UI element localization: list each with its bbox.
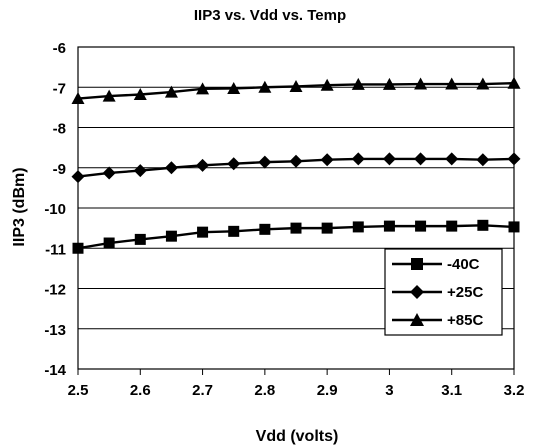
legend-marker xyxy=(411,258,423,270)
y-tick-label: -10 xyxy=(44,201,66,218)
data-point xyxy=(196,158,210,172)
data-point xyxy=(289,79,303,92)
data-point xyxy=(507,76,521,89)
y-tick-label: -9 xyxy=(53,161,66,178)
data-point xyxy=(259,223,271,235)
data-point xyxy=(383,220,395,232)
data-point xyxy=(352,221,364,233)
data-point xyxy=(227,157,241,171)
data-point xyxy=(320,78,334,91)
data-point xyxy=(164,161,178,175)
data-point xyxy=(446,220,458,232)
data-point xyxy=(164,85,178,98)
y-tick-label: -11 xyxy=(45,241,66,258)
data-point xyxy=(133,87,147,100)
y-tick-label: -12 xyxy=(44,282,66,299)
data-point xyxy=(351,77,365,90)
y-tick-label: -13 xyxy=(44,322,66,339)
data-point xyxy=(228,225,240,237)
data-point xyxy=(165,230,177,242)
data-point xyxy=(196,82,210,95)
data-point xyxy=(134,233,146,245)
plot-area: -6 -7 -8 -9 -10 -11 -12 -13 -142.5 2.6 2.7 2.8 2.9 3 3… xyxy=(44,40,524,399)
chart-title: IIP3 vs. Vdd vs. Temp xyxy=(194,7,346,24)
data-point xyxy=(382,152,396,166)
data-point xyxy=(290,222,302,234)
data-point xyxy=(133,164,147,178)
x-tick-label: 3 xyxy=(385,382,393,399)
data-point xyxy=(476,153,490,167)
y-tick-label: -14 xyxy=(44,362,66,379)
x-tick-label: 2.5 xyxy=(68,382,89,399)
data-point xyxy=(289,154,303,168)
legend-label: +85C xyxy=(447,312,483,329)
data-point xyxy=(321,222,333,234)
y-axis-label: IIP3 (dBm) xyxy=(11,167,28,246)
legend-label: -40C xyxy=(447,256,480,273)
data-point xyxy=(508,221,520,233)
data-point xyxy=(320,153,334,167)
data-point xyxy=(445,152,459,166)
data-point xyxy=(477,219,489,231)
data-point xyxy=(71,170,85,184)
data-point xyxy=(476,77,490,90)
plot-frame xyxy=(77,46,515,370)
x-axis-label: Vdd (volts) xyxy=(256,428,339,445)
legend-marker xyxy=(410,285,424,299)
x-tick-label: 2.7 xyxy=(192,382,213,399)
data-point xyxy=(414,152,428,166)
data-point xyxy=(415,220,427,232)
data-point xyxy=(382,77,396,90)
data-point xyxy=(102,89,116,102)
data-point xyxy=(351,152,365,166)
x-tick-label: 2.8 xyxy=(254,382,275,399)
x-tick-label: 3.2 xyxy=(504,382,525,399)
legend-marker xyxy=(410,313,424,326)
y-tick-label: -8 xyxy=(53,121,66,138)
data-point xyxy=(507,152,521,166)
x-tick-label: 3.1 xyxy=(441,382,462,399)
data-point xyxy=(72,242,84,254)
data-point xyxy=(445,77,459,90)
data-point xyxy=(71,92,85,105)
data-point xyxy=(258,155,272,169)
x-tick-label: 2.6 xyxy=(130,382,151,399)
data-point xyxy=(197,226,209,238)
x-tick-label: 2.9 xyxy=(317,382,338,399)
y-tick-label: -6 xyxy=(53,40,66,57)
data-point xyxy=(227,81,241,94)
data-point xyxy=(258,80,272,93)
data-point xyxy=(102,166,116,180)
legend-label: +25C xyxy=(447,284,483,301)
y-tick-label: -7 xyxy=(53,80,66,97)
data-point xyxy=(414,77,428,90)
data-point xyxy=(103,237,115,249)
